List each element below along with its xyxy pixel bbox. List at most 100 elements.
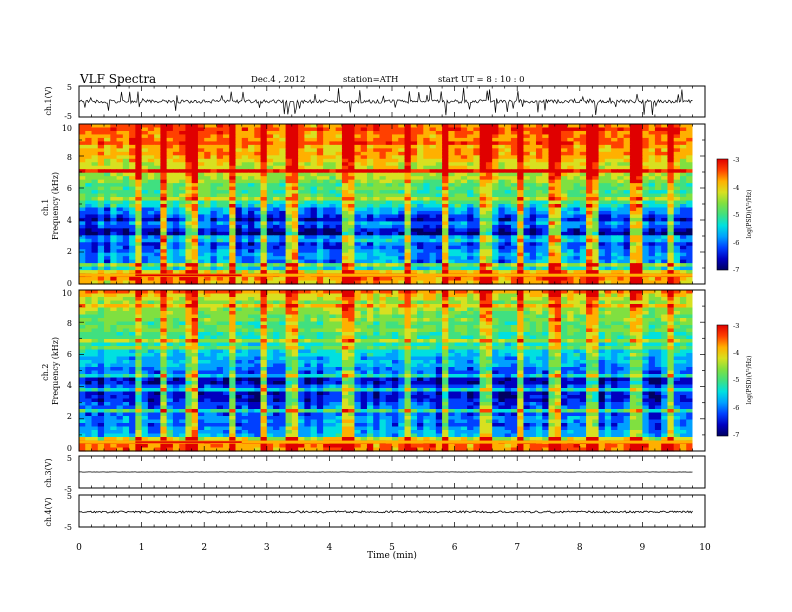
spectrogram-cell <box>179 256 187 261</box>
spectrogram-cell <box>592 207 600 212</box>
spectrogram-cell <box>517 293 525 298</box>
spectrogram-cell <box>160 266 168 271</box>
spectrogram-cell <box>548 186 556 191</box>
spectrogram-cell <box>417 217 424 222</box>
spectrogram-cell <box>623 207 631 212</box>
spectrogram-cell <box>492 242 500 247</box>
spectrogram-cell <box>648 158 656 163</box>
spectrogram-cell <box>135 127 143 132</box>
spectrogram-cell <box>467 245 474 250</box>
spectrogram-cell <box>498 242 506 247</box>
spectrogram-cell <box>398 193 406 198</box>
spectrogram-cell <box>592 266 600 271</box>
spectrogram-cell <box>154 176 161 181</box>
spectrogram-cell <box>241 235 249 240</box>
spectrogram-cell <box>172 235 180 240</box>
spectrogram-cell <box>210 235 218 240</box>
spectrogram-cell <box>561 124 568 129</box>
spectrogram-cell <box>235 224 243 229</box>
spectrogram-cell <box>592 252 600 257</box>
spectrogram-cell <box>273 266 280 271</box>
spectrogram-cell <box>460 224 468 229</box>
spectrogram-cell <box>654 151 662 156</box>
spectrogram-cell <box>598 221 606 226</box>
spectrogram-cell <box>629 293 637 298</box>
spectrogram-cell <box>586 252 593 257</box>
spectrogram-cell <box>248 245 255 250</box>
spectrogram-cell <box>417 141 424 146</box>
spectrogram-cell <box>197 277 205 282</box>
spectrogram-cell <box>248 304 255 309</box>
spectrogram-cell <box>354 127 362 132</box>
spectrogram-cell <box>204 127 212 132</box>
spectrogram-cell <box>91 137 99 142</box>
spectrogram-cell <box>473 245 481 250</box>
spectrogram-cell <box>404 197 412 202</box>
spectrogram-cell <box>273 238 280 243</box>
spectrogram-cell <box>398 297 406 302</box>
spectrogram-cell <box>291 270 299 275</box>
spectrogram-cell <box>554 179 562 184</box>
spectrogram-cell <box>141 141 149 146</box>
spectrogram-cell <box>179 249 187 254</box>
spectrogram-cell <box>97 263 105 268</box>
spectrogram-cell <box>510 151 518 156</box>
spectrogram-cell <box>579 217 587 222</box>
spectrogram-cell <box>479 137 487 142</box>
spectrogram-cell <box>629 141 637 146</box>
spectrogram-cell <box>248 165 255 170</box>
spectrogram-cell <box>216 297 224 302</box>
spectrogram-cell <box>79 221 86 226</box>
spectrogram-cell <box>379 259 387 264</box>
spectrogram-cell <box>329 224 337 229</box>
spectrogram-cell <box>535 263 543 268</box>
spectrogram-cell <box>485 197 493 202</box>
spectrogram-cell <box>529 293 537 298</box>
spectrogram-cell <box>448 144 456 149</box>
spectrogram-cell <box>423 259 431 264</box>
spectrogram-cell <box>485 162 493 167</box>
spectrogram-cell <box>454 176 462 181</box>
spectrogram-cell <box>329 221 337 226</box>
spectrogram-cell <box>191 162 199 167</box>
spectrogram-cell <box>97 245 105 250</box>
spectrogram-cell <box>147 245 155 250</box>
spectrogram-cell <box>604 130 612 136</box>
spectrogram-cell <box>79 238 86 243</box>
spectrogram-cell <box>523 238 531 243</box>
spectrogram-cell <box>517 137 525 142</box>
spectrogram-cell <box>442 214 449 219</box>
spectrogram-cell <box>586 176 593 181</box>
spectrogram-cell <box>479 235 487 240</box>
spectrogram-cell <box>417 210 424 216</box>
spectrogram-cell <box>561 165 568 170</box>
spectrogram-cell <box>110 186 118 191</box>
spectrogram-cell <box>661 249 669 254</box>
spectrogram-cell <box>129 134 136 139</box>
spectrogram-cell <box>554 224 562 229</box>
spectrogram-cell <box>316 214 324 219</box>
spectrogram-cell <box>279 172 287 177</box>
spectrogram-cell <box>79 162 86 167</box>
spectrogram-cell <box>285 169 293 174</box>
spectrogram-cell <box>561 137 568 142</box>
spectrogram-cell <box>442 148 449 153</box>
spectrogram-cell <box>310 169 318 174</box>
spectrogram-cell <box>204 245 212 250</box>
spectrogram-cell <box>335 162 343 167</box>
spectrogram-cell <box>348 224 356 229</box>
spectrogram-cell <box>448 293 456 298</box>
spectrogram-cell <box>179 290 187 295</box>
spectrogram-cell <box>435 190 443 195</box>
spectrogram-cell <box>485 144 493 149</box>
spectrogram-cell <box>147 176 155 181</box>
spectrogram-cell <box>329 217 337 222</box>
spectrogram-cell <box>204 130 212 136</box>
spectrogram-cell <box>661 231 669 236</box>
spectrogram-cell <box>448 141 456 146</box>
spectrogram-cell <box>323 293 330 298</box>
spectrogram-cell <box>279 169 287 174</box>
spectrogram-cell <box>279 144 287 149</box>
spectrogram-cell <box>579 242 587 247</box>
spectrogram-cell <box>642 210 650 216</box>
